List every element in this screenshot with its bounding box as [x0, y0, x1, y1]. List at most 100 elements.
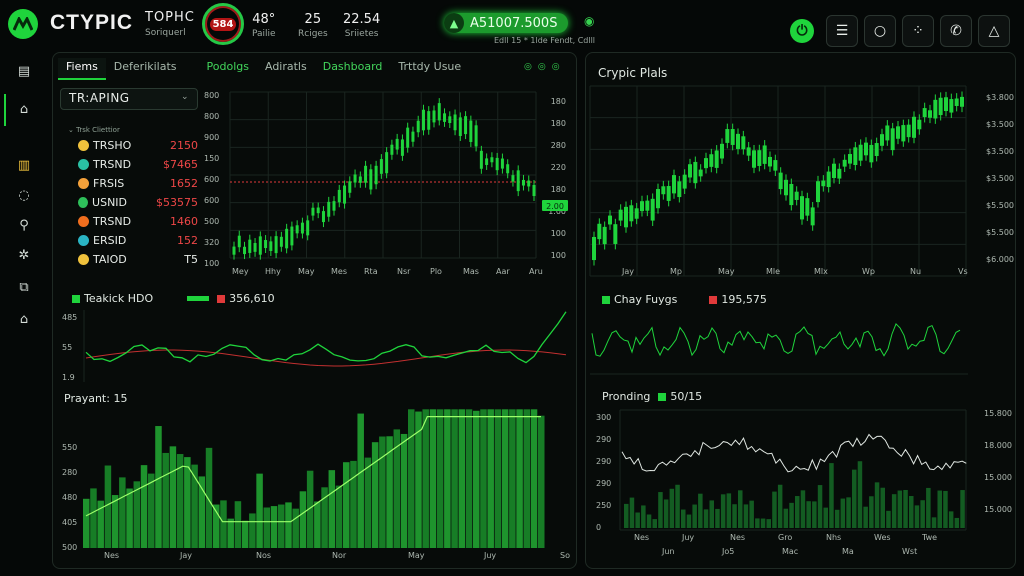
power-button[interactable]: ⏻: [790, 19, 814, 43]
circle-icon[interactable]: ○: [864, 15, 896, 47]
candle-body: [896, 126, 900, 139]
volume-bar: [191, 464, 198, 548]
sidebar-item-vault-icon[interactable]: ⌂: [19, 311, 29, 327]
legend-swatch-green: [602, 295, 610, 304]
stat-value: 48°: [252, 12, 276, 27]
volume-bar: [104, 465, 112, 548]
candle-body: [928, 110, 932, 118]
candle-body: [232, 246, 236, 255]
x-axis-tick-label: Aru: [529, 267, 543, 276]
list-icon[interactable]: ☰: [826, 15, 858, 47]
area-bar-chart[interactable]: 550280480405500153NesJayNosNorMayJuySoin: [56, 392, 570, 564]
volume-bar: [840, 498, 846, 528]
bar-line-chart-right[interactable]: 300 290 290 290 250 0 15.800 18.000 15.000 15.000…: [588, 404, 1016, 562]
coin-icon: [78, 196, 89, 208]
x-axis-tick-label: Mac: [782, 547, 798, 556]
stat-label: Pailie: [252, 29, 276, 39]
tab-podolgs[interactable]: Podolgs: [206, 60, 249, 73]
volume-bar: [306, 470, 314, 548]
sidebar-item-search-icon[interactable]: ⚲: [19, 217, 29, 233]
coin-list-item[interactable]: TRSND $7465: [78, 155, 198, 173]
x-axis-tick-label: Jay: [179, 551, 192, 560]
volume-bar: [538, 415, 545, 548]
price-ticker-subtitle: Edll 15 * 1lde Fendt, Cdlll: [494, 36, 596, 45]
line-chart-left[interactable]: 485 55 1.9: [56, 308, 570, 384]
volume-bar: [692, 504, 697, 528]
sidebar: ▤ ⌂ ▥ ◌ ⚲ ✲ ⧉ ⌂: [0, 52, 48, 576]
coin-list-item[interactable]: ERSID 152: [78, 231, 198, 249]
candle-body: [385, 152, 389, 174]
candle-body: [960, 96, 964, 107]
volume-bar: [755, 518, 760, 528]
x-axis-tick-label: Mes: [331, 267, 347, 276]
candle-body: [421, 109, 425, 131]
candle-body: [395, 138, 399, 150]
candle-body: [645, 200, 650, 211]
volume-bar: [857, 461, 863, 528]
candle-body: [682, 174, 687, 189]
bar-right-legend-value: 50/15: [670, 390, 703, 403]
tab-fiems[interactable]: Fiems: [58, 58, 106, 80]
candle-body: [746, 147, 751, 156]
candle-body: [890, 128, 895, 151]
brand-logo-icon[interactable]: [8, 9, 38, 39]
sidebar-item-dashboard-icon[interactable]: ▤: [17, 63, 31, 79]
candle-body: [842, 159, 847, 167]
coin-list-item[interactable]: FRSIS 1652: [78, 174, 198, 192]
coin-list-item[interactable]: TRSHO 2150: [78, 136, 198, 154]
sidebar-item-layers-icon[interactable]: ⧉: [19, 279, 29, 295]
coin-list-item[interactable]: TRSND 1460: [78, 212, 198, 230]
tab-dashboard[interactable]: Dashboard: [322, 60, 383, 73]
volume-bar: [812, 501, 817, 528]
tab-adiratls[interactable]: Adiratls: [264, 60, 307, 73]
volume-bar: [823, 507, 828, 528]
x-axis-tick-label: Nor: [332, 551, 347, 560]
y-axis-tick-label: 600: [204, 175, 219, 184]
candle-body: [922, 108, 927, 118]
candle-body: [274, 236, 278, 254]
sidebar-item-wallet-icon[interactable]: ▥: [17, 157, 31, 173]
volume-bar: [675, 484, 680, 528]
tab-deferikilats[interactable]: Deferikilats: [113, 60, 177, 73]
sidebar-item-settings-icon[interactable]: ✲: [18, 247, 30, 263]
candle-body: [332, 201, 336, 211]
x-axis-tick-label: Wst: [902, 547, 917, 556]
sidebar-item-chat-icon[interactable]: ◌: [18, 187, 30, 203]
candle-body: [944, 97, 948, 112]
volume-bar: [795, 496, 800, 528]
volume-bar: [641, 505, 646, 528]
volume-bar: [176, 454, 184, 548]
coin-list-item[interactable]: TAIOD T5: [78, 250, 198, 268]
info-icon[interactable]: ◉: [584, 14, 595, 28]
alert-icon[interactable]: △: [978, 15, 1010, 47]
coin-list-item[interactable]: USNID $53575: [78, 193, 198, 211]
x-axis-tick-label: Nu: [910, 267, 921, 276]
y-axis-tick-label: $5.500: [986, 201, 1014, 210]
candle-body: [316, 207, 320, 214]
tab-toolbar-icons[interactable]: ◎◎◎: [524, 62, 566, 72]
volume-bar: [169, 446, 177, 548]
candle-body: [949, 99, 954, 113]
right-chart-title: Crypic Plals: [598, 66, 668, 80]
volume-bar: [829, 463, 834, 528]
line-chart-right[interactable]: [588, 308, 1016, 384]
candle-body: [832, 163, 836, 178]
symbol-select[interactable]: TR:APING ⌄: [60, 88, 198, 110]
candle-body: [353, 174, 357, 183]
candle-body: [730, 129, 735, 145]
candle-body: [661, 186, 666, 195]
sidebar-item-home-icon[interactable]: ⌂: [19, 101, 29, 117]
main-candlestick-chart[interactable]: 800 800 900 150 600 600 500 320 100 180 180 280 220 1…: [200, 84, 570, 280]
price-ticker-pill[interactable]: ▲ A51007.500S: [444, 13, 568, 33]
y-axis-tick-label: 150: [204, 154, 219, 163]
candle-body: [321, 211, 325, 223]
grid-icon[interactable]: ⁘: [902, 15, 934, 47]
candle-body: [848, 154, 852, 164]
tab-trttdy-usue[interactable]: Trttdy Usue: [398, 60, 462, 73]
right-candlestick-chart[interactable]: $3.800 $3.500 $3.500 $3.500 $5.500 $5.500 $6.0…: [588, 84, 1016, 280]
y-axis-tick-label: 500: [62, 543, 77, 552]
volume-bar: [523, 409, 531, 548]
phone-icon[interactable]: ✆: [940, 15, 972, 47]
volume-bar: [909, 496, 914, 528]
candle-body: [369, 169, 373, 190]
